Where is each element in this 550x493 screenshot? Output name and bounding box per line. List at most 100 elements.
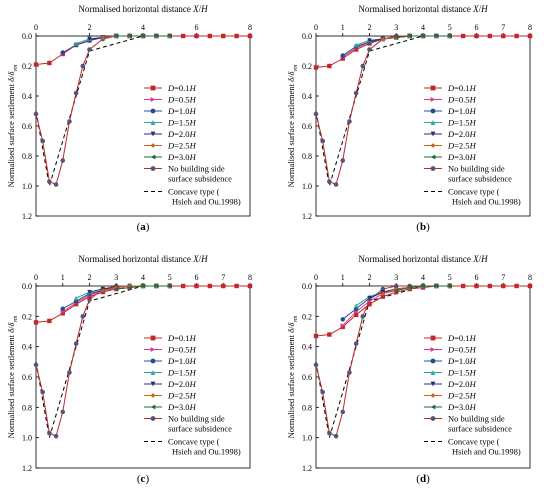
x-tick-label: 1	[341, 23, 345, 32]
panel-label: (b)	[416, 221, 430, 233]
series-point	[87, 294, 92, 299]
series-point	[140, 283, 146, 289]
series-point	[394, 288, 399, 293]
legend-swatch-marker	[430, 108, 436, 114]
panel-label: (d)	[416, 473, 430, 485]
baseline-point	[367, 47, 372, 52]
series-point	[60, 306, 65, 311]
legend-swatch-marker	[430, 404, 436, 410]
legend-label: Hsieh and Ou.1998)	[452, 447, 521, 457]
legend-label: surface subsidence	[448, 174, 512, 184]
legend-label: No building side	[168, 414, 225, 424]
series-point	[140, 33, 146, 39]
y-axis-title: Normalised surface settlement δ/δvm	[286, 315, 299, 438]
series-point	[367, 38, 372, 43]
concave-envelope-line	[315, 35, 424, 187]
series-point	[154, 33, 159, 39]
baseline-point	[313, 111, 319, 117]
legend-label: D=2.5H	[447, 391, 477, 401]
baseline-point	[313, 362, 319, 368]
y-tick-label: 0.8	[22, 152, 32, 161]
y-tick-label: 0.2	[22, 62, 32, 71]
series-point	[460, 33, 466, 39]
baseline-point	[347, 370, 352, 375]
x-tick-label: 0	[34, 273, 38, 282]
series-point	[353, 47, 359, 52]
y-tick-label: 0.0	[22, 282, 32, 291]
x-tick-label: 3	[114, 273, 118, 282]
y-tick-label: 0.8	[302, 403, 312, 412]
x-tick-label: 6	[475, 23, 479, 32]
series-point	[167, 283, 172, 289]
legend-swatch-marker	[150, 120, 156, 125]
legend-swatch-marker	[150, 370, 156, 375]
legend-label: D=2.5H	[167, 391, 197, 401]
series-point	[353, 312, 359, 318]
legend-label: D=1.5H	[447, 118, 477, 128]
series-point	[127, 285, 132, 290]
series-point	[353, 309, 359, 314]
x-tick-label: 7	[221, 273, 225, 282]
legend-label: Concave type (	[448, 187, 500, 197]
series-point	[194, 283, 199, 289]
legend-swatch-marker	[150, 154, 156, 160]
legend-label: D=2.0H	[167, 129, 197, 139]
y-tick-label: 0.2	[22, 312, 32, 321]
legend-label: D=0.1H	[167, 83, 197, 93]
baseline-point	[53, 182, 59, 187]
legend-swatch-marker	[430, 120, 436, 125]
baseline-point	[347, 119, 352, 124]
x-tick-label: 2	[88, 23, 92, 32]
legend-swatch-marker	[150, 347, 156, 352]
legend-swatch-marker	[150, 166, 156, 171]
legend-label: Hsieh and Ou.1998)	[452, 197, 521, 207]
series-point	[380, 294, 386, 299]
series-point	[73, 302, 79, 307]
series-point	[527, 283, 533, 289]
x-tick-label: 5	[168, 273, 172, 282]
series-point	[114, 286, 119, 292]
series-point	[340, 53, 345, 58]
series-point	[407, 33, 412, 39]
legend-swatch-marker	[430, 131, 436, 137]
legend-label: D=1.0H	[167, 356, 197, 366]
series-point	[380, 291, 386, 296]
baseline-point	[40, 138, 45, 144]
y-tick-label: 0.4	[22, 92, 32, 101]
legend-label: D=1.0H	[167, 106, 197, 116]
legend-swatch-marker	[150, 85, 156, 91]
series-point	[434, 33, 439, 39]
y-tick-label: 0.4	[302, 92, 312, 101]
y-tick-label: 0.0	[302, 282, 312, 291]
x-tick-label: 2	[368, 273, 372, 282]
legend-label: D=2.5H	[167, 141, 197, 151]
legend-swatch-marker	[430, 347, 436, 352]
panel-label: (a)	[137, 221, 150, 233]
y-tick-label: 0.4	[302, 343, 312, 352]
x-tick-label: 8	[248, 273, 252, 282]
legend-label: D=0.5H	[447, 95, 477, 105]
series-point	[474, 33, 479, 39]
plot-frame	[315, 35, 531, 217]
x-tick-label: 4	[421, 23, 425, 32]
legend-label: D=0.1H	[167, 333, 197, 343]
x-axis-title: Normalised horizontal distance X/H	[358, 4, 488, 14]
baseline-point	[333, 433, 339, 439]
baseline-point	[320, 138, 325, 144]
baseline-point	[53, 433, 59, 439]
series-point	[167, 33, 172, 39]
legend-label: D=3.0H	[167, 152, 197, 162]
series-point	[47, 318, 52, 324]
series-point	[127, 33, 132, 39]
baseline-point	[60, 409, 66, 415]
series-point	[447, 33, 452, 39]
series-point	[247, 33, 253, 39]
baseline-point	[340, 158, 346, 163]
series-point	[313, 65, 319, 70]
legend-swatch-marker	[150, 131, 156, 137]
x-tick-label: 5	[448, 23, 452, 32]
x-axis-title: Normalised horizontal distance X/H	[78, 4, 208, 14]
baseline-point	[73, 90, 79, 96]
series-point	[394, 35, 399, 40]
series-point	[340, 56, 345, 61]
